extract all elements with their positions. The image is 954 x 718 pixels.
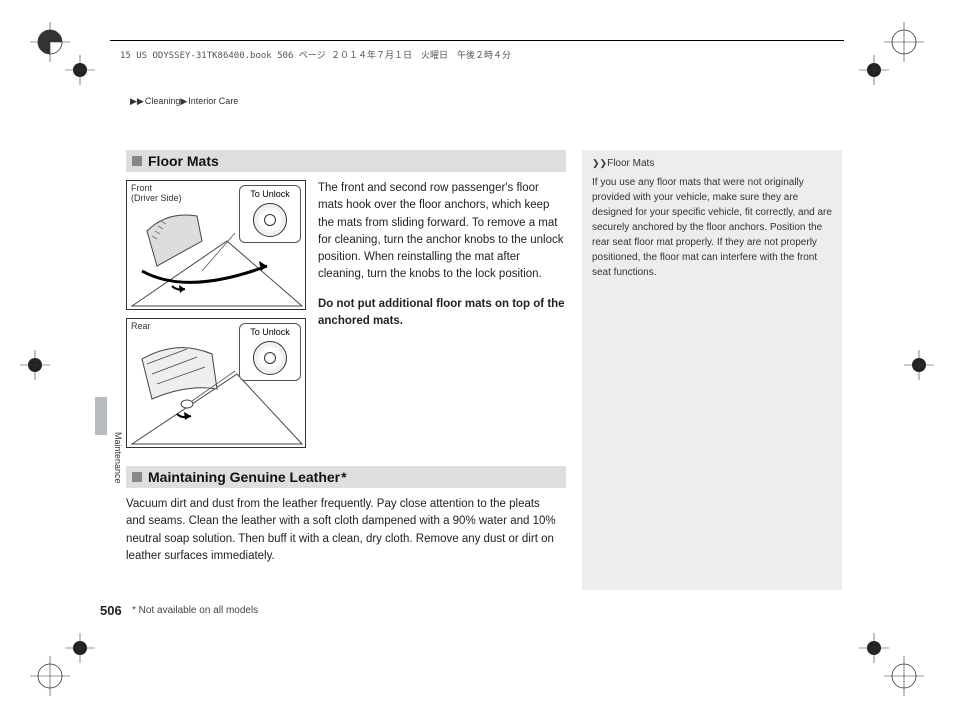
breadcrumb-arrow-icon: ▶▶ [130, 96, 144, 106]
callout-label: To Unlock [250, 189, 290, 199]
crop-mark-br [884, 656, 924, 696]
illustration-rear-label: Rear [131, 322, 151, 332]
page-number: 506 [100, 603, 122, 618]
floor-mats-para1: The front and second row passenger's flo… [318, 180, 566, 284]
sidebar-note: ❯❯Floor Mats If you use any floor mats t… [582, 150, 842, 590]
crop-mark-ml [20, 350, 50, 380]
crop-mark-bl [30, 656, 70, 696]
side-tab [95, 397, 107, 435]
side-section-label: Maintenance [113, 432, 123, 484]
header-rule [110, 40, 844, 41]
sidebar-title: ❯❯Floor Mats [592, 156, 832, 171]
heading-square-icon [132, 472, 142, 482]
unlock-callout-front: To Unlock [239, 185, 301, 243]
breadcrumb-arrow-icon: ▶ [180, 96, 187, 106]
crop-mark-tl [30, 22, 70, 62]
heading-text: Floor Mats [148, 153, 219, 169]
main-content: Floor Mats Front (Driver Side) To Unlock [126, 150, 566, 565]
illustration-column: Front (Driver Side) To Unlock Rea [126, 180, 306, 448]
crop-mark-tr [884, 22, 924, 62]
knob-icon [253, 203, 287, 237]
section-heading-floor-mats: Floor Mats [126, 150, 566, 172]
breadcrumb: ▶▶Cleaning▶Interior Care [130, 96, 238, 107]
illustration-front-label: Front (Driver Side) [131, 184, 182, 204]
footnote: * Not available on all models [132, 605, 258, 616]
breadcrumb-level2: Interior Care [188, 96, 238, 106]
sidebar-body: If you use any floor mats that were not … [592, 175, 832, 280]
crop-mark-tl2 [65, 55, 95, 85]
illustration-front: Front (Driver Side) To Unlock [126, 180, 306, 310]
crop-mark-mr [904, 350, 934, 380]
callout-label: To Unlock [250, 327, 290, 337]
floor-mats-warning: Do not put additional floor mats on top … [318, 296, 566, 331]
crop-mark-tr2 [859, 55, 889, 85]
heading-square-icon [132, 156, 142, 166]
illustration-rear: Rear To Unlock [126, 318, 306, 448]
header-file-info: 15 US ODYSSEY-31TK86400.book 506 ページ ２０１… [120, 48, 511, 61]
heading-suffix: * [341, 469, 346, 485]
breadcrumb-level1: Cleaning [145, 96, 181, 106]
section-heading-leather: Maintaining Genuine Leather* [126, 466, 566, 488]
heading-text: Maintaining Genuine Leather [148, 469, 340, 485]
leather-para1: Vacuum dirt and dust from the leather fr… [126, 496, 566, 565]
sidebar-title-text: Floor Mats [607, 158, 654, 169]
unlock-callout-rear: To Unlock [239, 323, 301, 381]
knob-icon [253, 341, 287, 375]
floor-mats-body: The front and second row passenger's flo… [318, 180, 566, 448]
sidebar-arrow-icon: ❯❯ [592, 158, 607, 168]
